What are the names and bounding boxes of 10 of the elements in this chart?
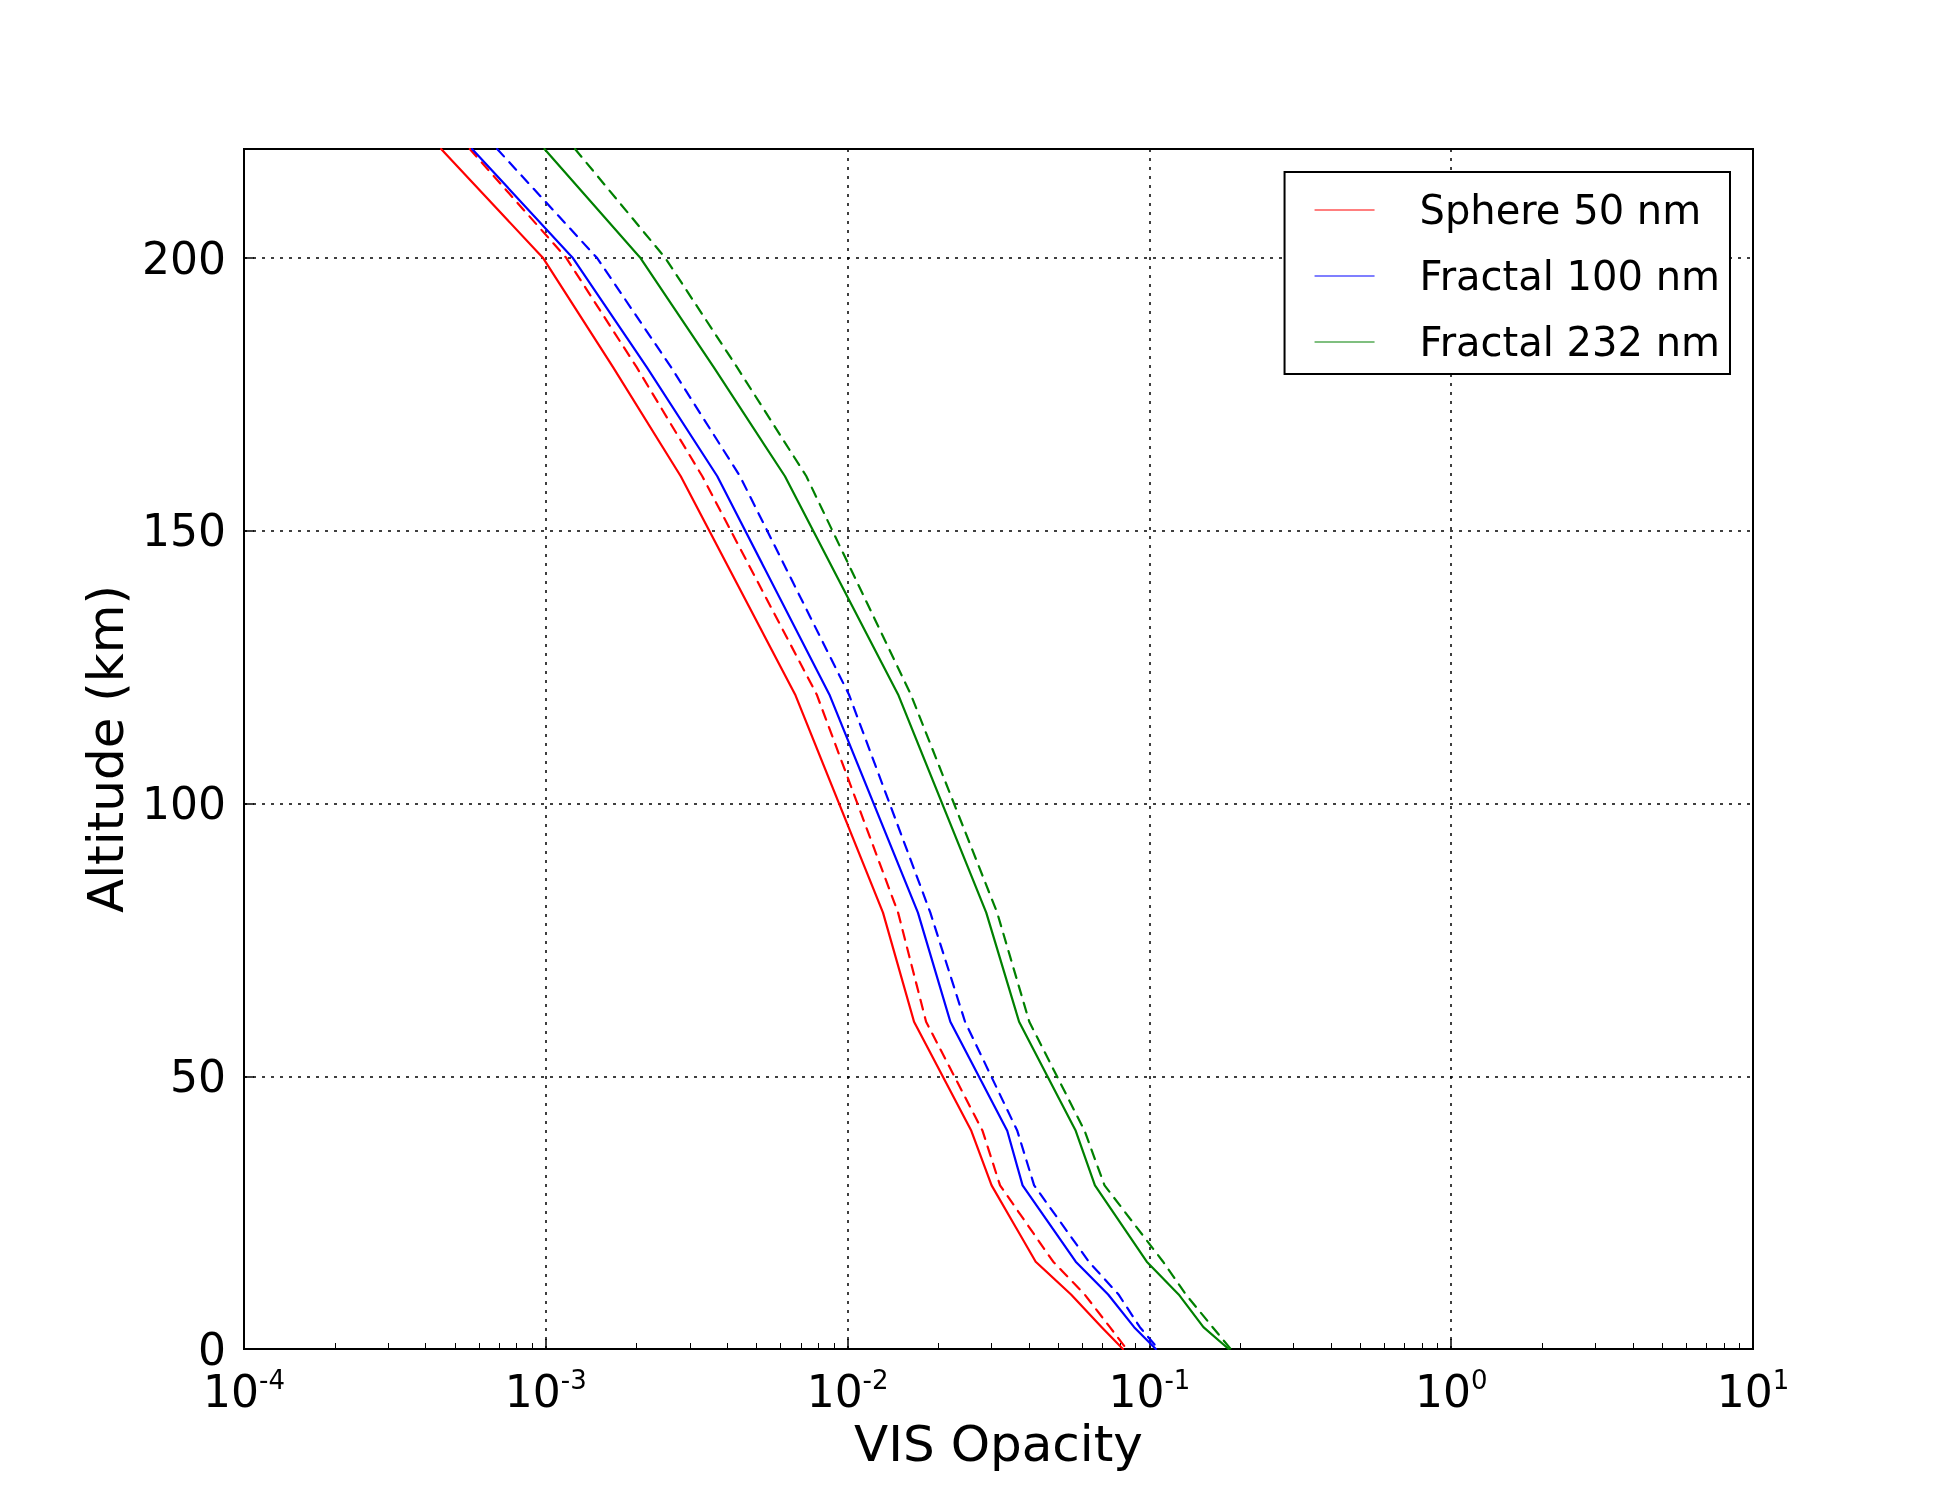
x-axis-title: VIS Opacity xyxy=(854,1415,1143,1473)
y-tick-label: 0 xyxy=(198,1323,226,1375)
legend-label: Fractal 100 nm xyxy=(1419,253,1720,299)
y-tick-label: 200 xyxy=(142,232,226,284)
legend-label: Sphere 50 nm xyxy=(1419,187,1702,233)
y-tick-label: 100 xyxy=(142,778,226,830)
y-tick-label: 150 xyxy=(142,505,226,557)
legend-label: Fractal 232 nm xyxy=(1419,319,1720,365)
y-tick-label: 50 xyxy=(170,1050,226,1102)
y-axis-title: Altitude (km) xyxy=(77,585,136,913)
